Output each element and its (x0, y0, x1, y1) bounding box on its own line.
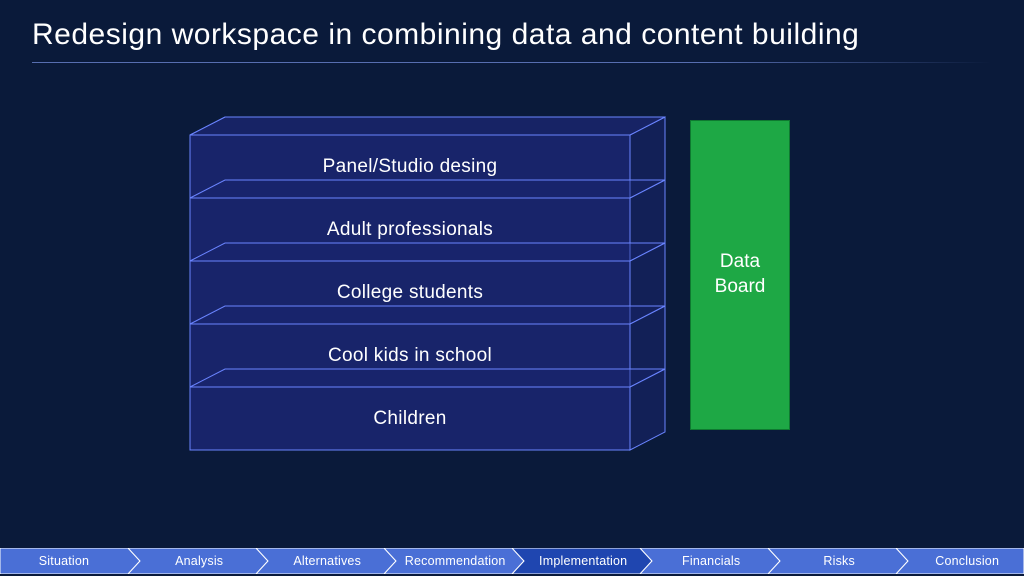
nav-item-implementation[interactable]: Implementation (519, 548, 647, 574)
page-title: Redesign workspace in combining data and… (32, 18, 859, 52)
title-underline (32, 62, 992, 63)
nav-item-recommendation[interactable]: Recommendation (391, 548, 519, 574)
nav-item-risks[interactable]: Risks (775, 548, 903, 574)
layer-label-0: Panel/Studio desing (190, 156, 630, 178)
layer-stack: Panel/Studio desing Adult professionals Co… (180, 110, 660, 440)
breadcrumb-nav: Situation AnalysisAlternativesRecommendat… (0, 548, 1024, 574)
data-board-label: DataBoard (715, 250, 766, 299)
nav-item-financials[interactable]: Financials (647, 548, 775, 574)
layer-label-3: Cool kids in school (190, 345, 630, 367)
layer-label-1: Adult professionals (190, 219, 630, 241)
layer-label-2: College students (190, 282, 630, 304)
nav-item-analysis[interactable]: Analysis (135, 548, 263, 574)
nav-item-situation[interactable]: Situation (0, 548, 128, 574)
layer-label-4: Children (190, 408, 630, 430)
nav-item-conclusion[interactable]: Conclusion (903, 548, 1024, 574)
data-board: DataBoard (690, 120, 790, 430)
diagram-stage: Panel/Studio desing Adult professionals Co… (180, 110, 830, 440)
nav-item-alternatives[interactable]: Alternatives (263, 548, 391, 574)
